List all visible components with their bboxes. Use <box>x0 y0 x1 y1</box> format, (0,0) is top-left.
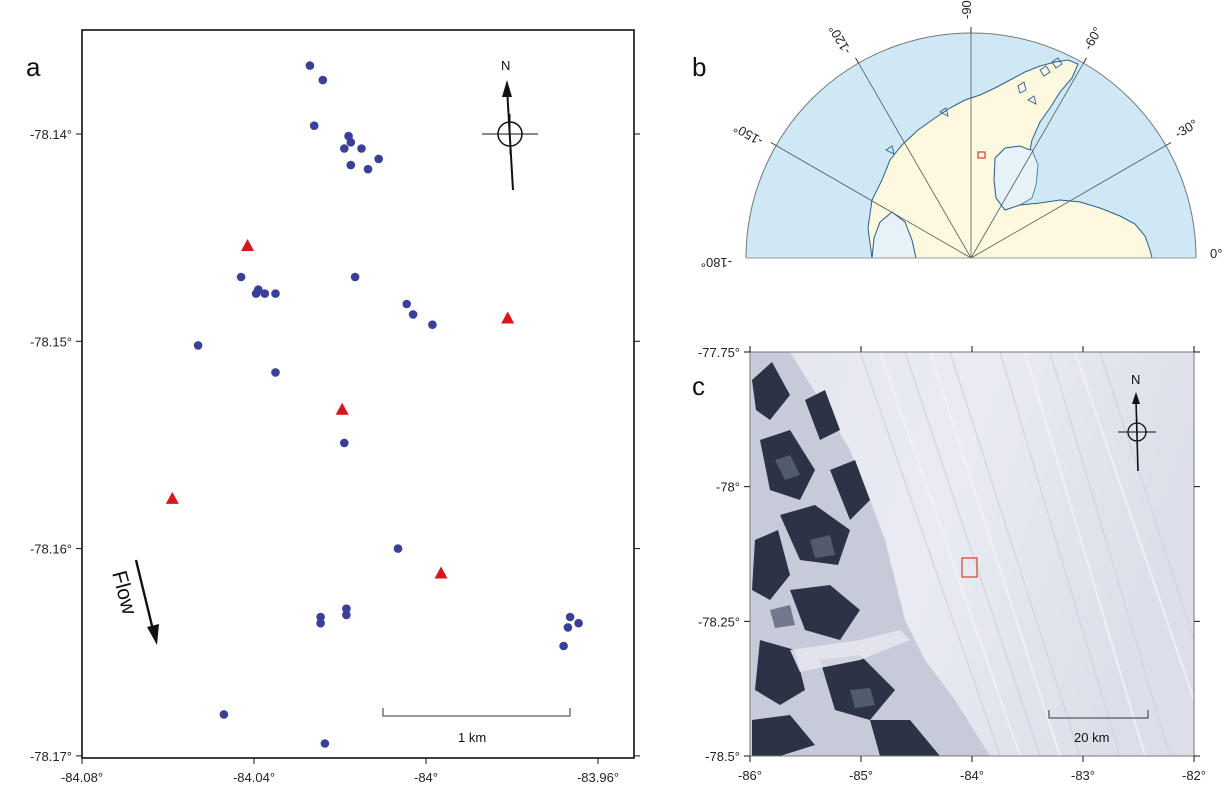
panel-b-lon-label: -30° <box>1172 116 1200 141</box>
peninsula-islands <box>885 57 1063 155</box>
panel-a-scale-label: 1 km <box>458 730 486 745</box>
panel-a-y-tick-label: -78.16° <box>30 542 72 557</box>
panel-c-y-axis: -77.75° -78° -78.25° -78.5° <box>698 345 1200 764</box>
panel-a-letter: a <box>26 52 41 82</box>
panel-c-north-label: N <box>1131 372 1140 387</box>
panel-a-x-axis: -84.08° -84.04° -84° -83.96° <box>61 758 619 785</box>
panel-c-x-tick-label: -84° <box>960 768 984 783</box>
seismometer-point <box>309 121 319 130</box>
panel-a-y-tick-label: -78.15° <box>30 334 72 349</box>
seismometer-point <box>402 299 412 309</box>
panel-b-lon-label: -60° <box>1080 24 1105 52</box>
panel-b-lon-label: 0° <box>1210 246 1222 261</box>
north-arrow-icon <box>482 80 538 191</box>
flow-arrow-icon <box>134 559 159 645</box>
seismometer-point <box>320 739 330 748</box>
panel-a-x-tick-label: -84° <box>414 770 438 785</box>
seismometer-point <box>346 138 356 147</box>
seismometer-point <box>342 610 351 620</box>
satellite-image <box>750 352 1194 756</box>
panel-a-y-tick-label: -78.17° <box>30 749 72 764</box>
panel-c-y-tick-label: -78.5° <box>705 749 740 764</box>
panel-c: c <box>692 345 1206 783</box>
seismometer-point <box>350 272 360 282</box>
panel-b-graticule <box>770 27 1172 259</box>
panel-b-study-area-box <box>977 151 986 159</box>
seismometer-point <box>565 612 575 622</box>
panel-b-lon-label: -180° <box>701 255 732 270</box>
seismometer-point <box>316 618 325 628</box>
seismometer-point <box>393 544 403 553</box>
antarctica-land <box>867 59 1153 258</box>
panel-b-lon-label: -120° <box>825 22 854 57</box>
panel-c-scale-label: 20 km <box>1074 730 1109 745</box>
seismometer-point <box>271 368 280 377</box>
panel-c-x-tick-label: -82° <box>1182 768 1206 783</box>
seismometer-point <box>374 154 384 164</box>
seismometer-point <box>260 289 270 298</box>
seismometer-point <box>340 438 349 448</box>
panel-c-x-tick-label: -83° <box>1071 768 1095 783</box>
seismometer-point <box>316 612 325 622</box>
panel-c-x-tick-label: -86° <box>738 768 762 783</box>
panel-c-x-axis: -86° -85° -84° -83° -82° <box>738 346 1206 783</box>
panel-b-lon-label: -150° <box>731 120 766 149</box>
panel-c-y-tick-label: -78° <box>716 480 740 495</box>
station-triangle <box>335 402 349 415</box>
seismometer-point <box>559 641 568 651</box>
panel-a-x-tick-label: -83.96° <box>577 770 619 785</box>
panel-c-x-tick-label: -85° <box>849 768 873 783</box>
seismometer-point <box>251 289 261 298</box>
seismometer-point <box>408 310 418 319</box>
panel-a-x-tick-label: -84.08° <box>61 770 103 785</box>
meridian-line <box>775 145 972 259</box>
station-triangle <box>434 566 448 579</box>
panel-c-y-tick-label: -78.25° <box>698 614 740 629</box>
seismometer-point <box>340 144 349 153</box>
station-triangle <box>501 311 515 324</box>
panel-b-lon-label: -90° <box>959 0 974 19</box>
seismometer-point <box>236 272 246 282</box>
meridian-line <box>970 145 1167 259</box>
meridian-tick <box>770 142 777 146</box>
seismometer-point <box>193 341 203 350</box>
panel-a-north-label: N <box>501 58 510 73</box>
seismometer-point <box>357 144 366 153</box>
panel-a: a -84.08° -84.04° -84° -83.96° -78.14°-78.1… <box>26 29 640 785</box>
station-triangle <box>165 491 179 504</box>
panel-b-letter: b <box>692 52 706 82</box>
seismometer-point <box>363 164 373 174</box>
panel-c-study-area-box <box>961 557 978 578</box>
panel-a-frame <box>81 29 635 759</box>
seismometer-point <box>428 320 437 330</box>
panel-c-letter: c <box>692 371 705 401</box>
seismometer-point <box>346 160 356 170</box>
seismometer-point <box>271 289 280 298</box>
meridian-tick <box>1165 142 1172 146</box>
panel-c-scale-bar <box>1048 710 1149 719</box>
seismometer-point <box>342 604 351 613</box>
panel-c-north-arrow-icon <box>1118 392 1156 472</box>
panel-a-y-tick-label: -78.14° <box>30 127 72 142</box>
panel-c-y-tick-label: -77.75° <box>698 345 740 360</box>
seismometer-point <box>318 75 328 85</box>
station-triangle <box>241 238 255 251</box>
seismometer-point <box>219 710 229 719</box>
panel-a-x-tick-label: -84.04° <box>233 770 275 785</box>
meridian-line <box>858 62 972 259</box>
meridian-tick <box>1083 57 1087 64</box>
seismometer-point <box>574 618 583 628</box>
seismometer-point <box>305 61 315 70</box>
meridian-tick <box>855 57 859 64</box>
meridian-line <box>970 62 1084 259</box>
seismometer-point <box>563 623 573 632</box>
panel-a-scale-bar <box>382 708 571 717</box>
panel-a-y-axis: -78.14° -78.15° -78.16° -78.17° <box>30 127 640 764</box>
panel-a-points <box>165 61 583 748</box>
